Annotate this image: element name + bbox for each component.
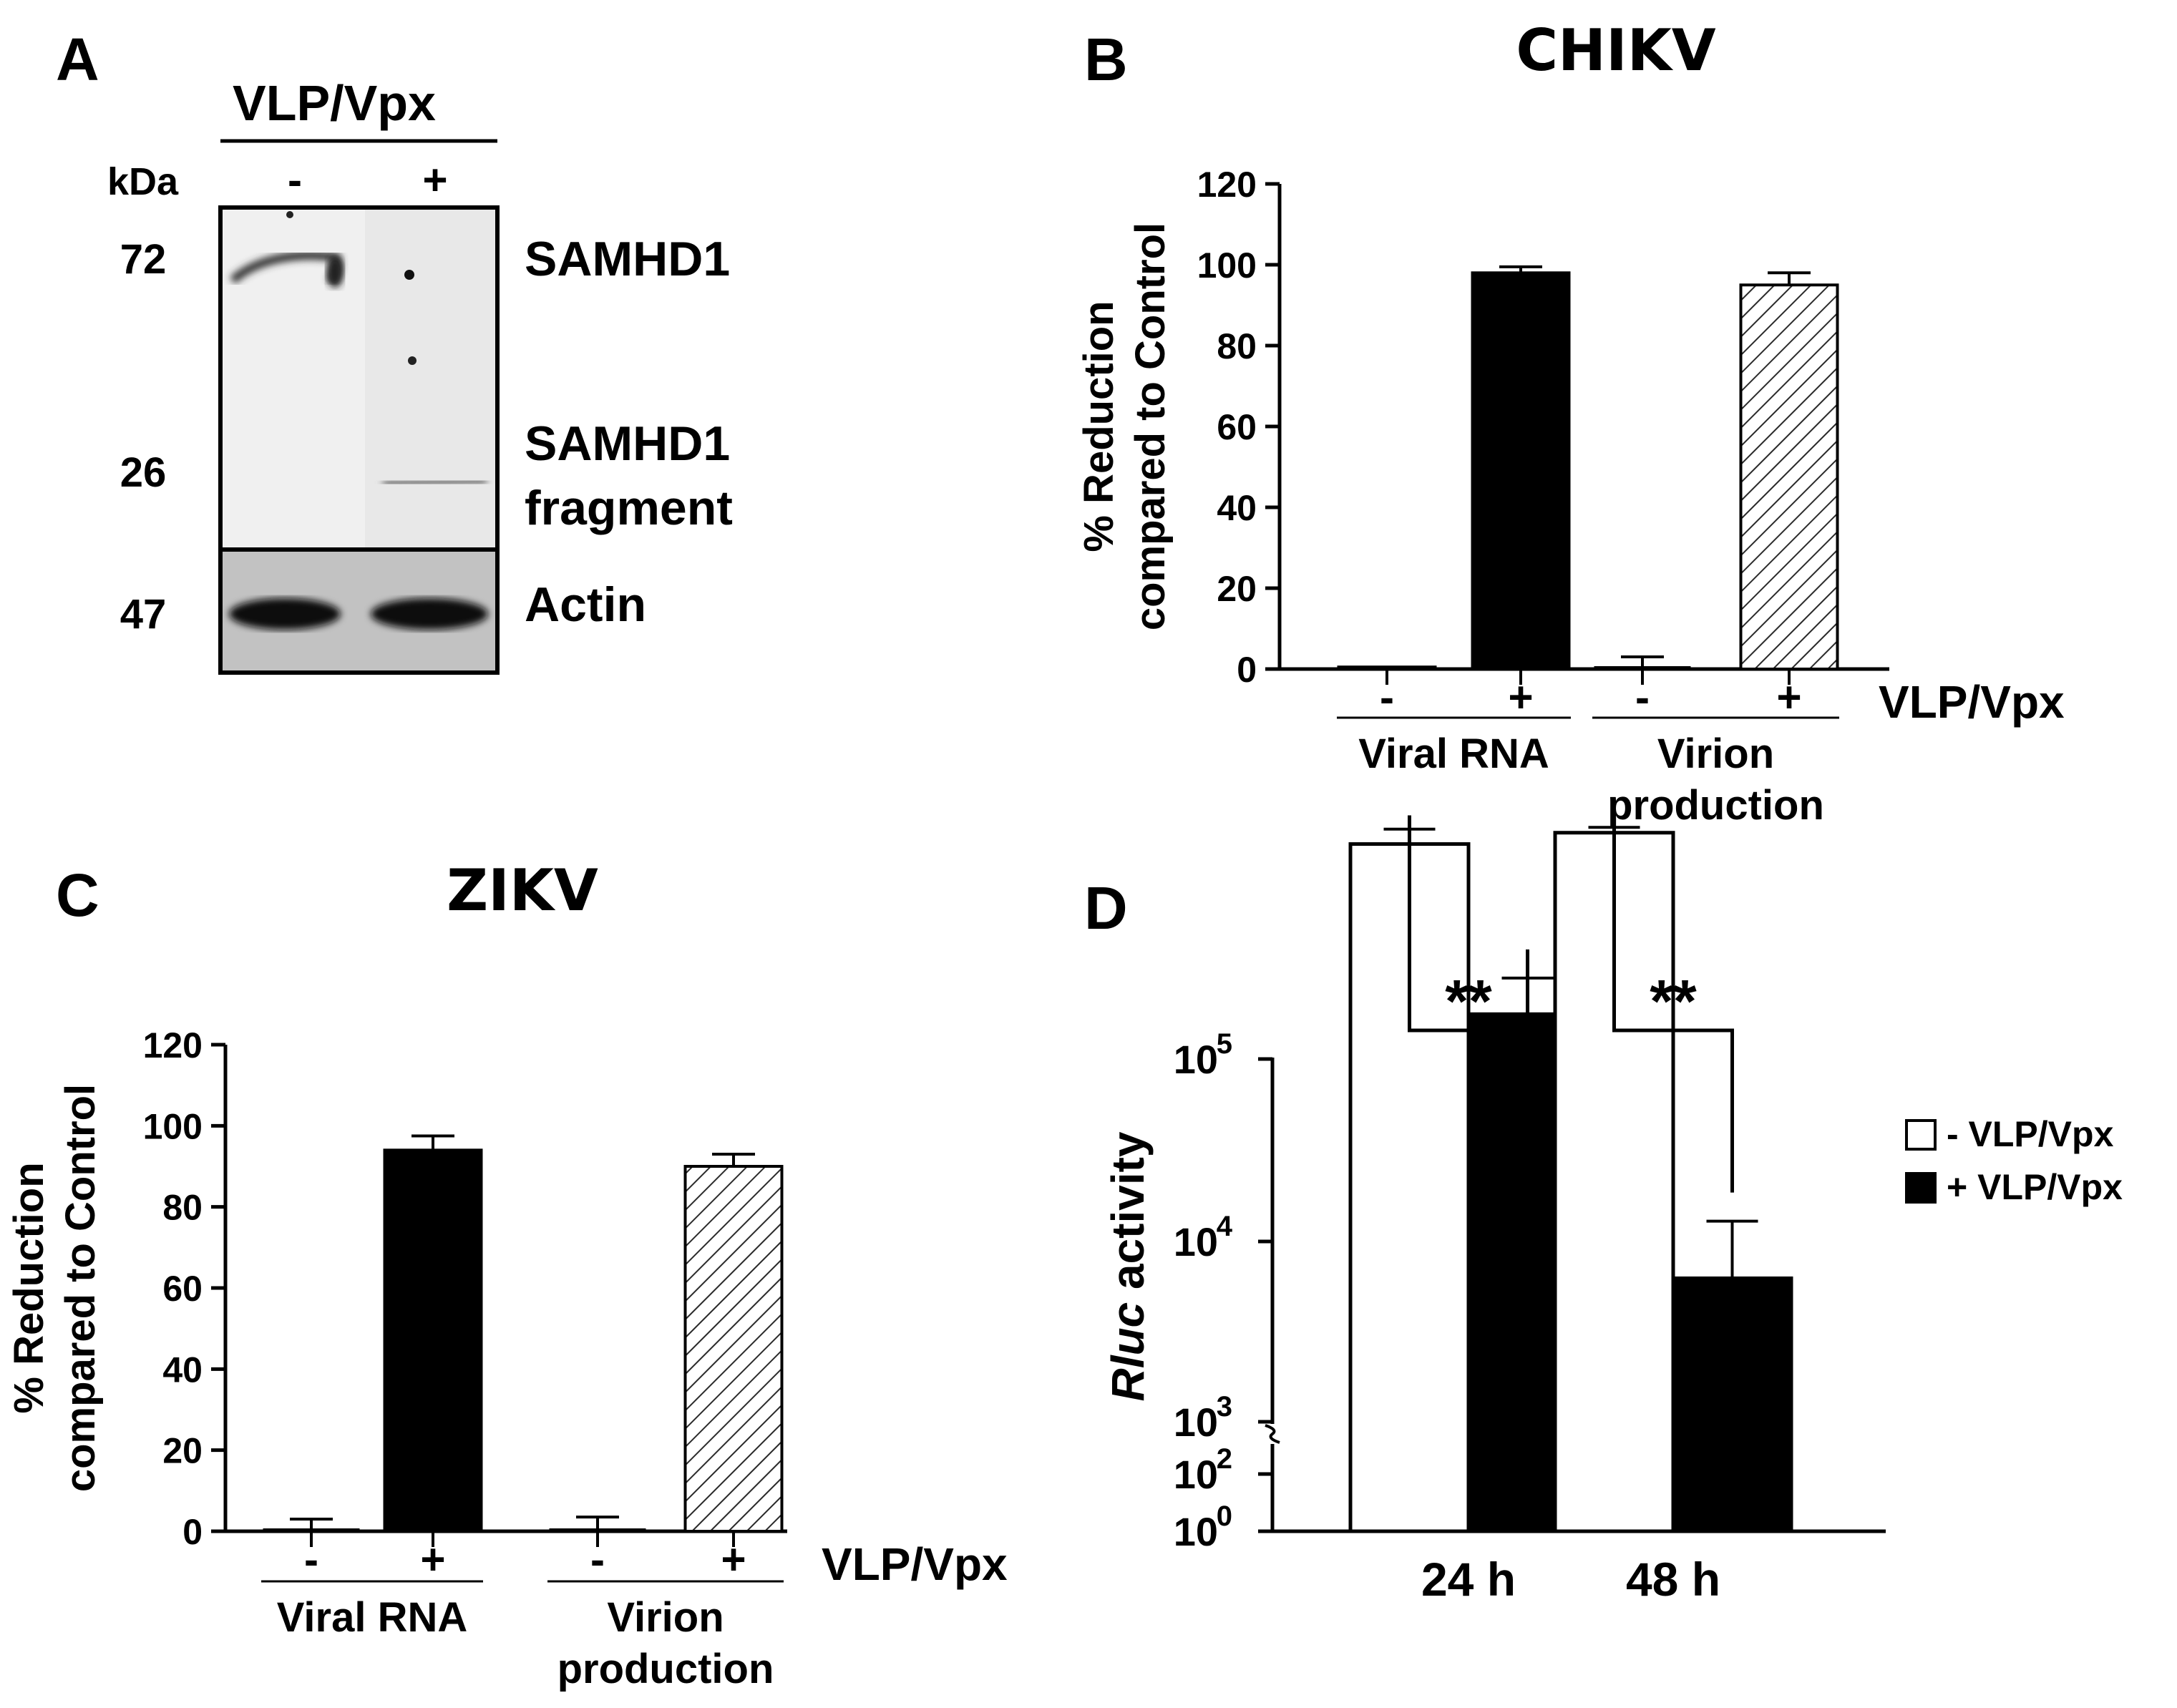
bar <box>1337 665 1437 670</box>
band-label-samhd1-fragment-line2: fragment <box>525 481 733 535</box>
y-tick-label: 120 <box>1197 165 1257 205</box>
y-tick-label: 80 <box>1217 326 1257 366</box>
x-tick-label: - <box>590 1536 605 1583</box>
marker-26: 26 <box>120 449 167 496</box>
band-label-actin: Actin <box>525 577 646 632</box>
y-axis-label: compared to Control <box>57 1084 104 1492</box>
y-tick-label-exponent: 4 <box>1217 1211 1233 1242</box>
y-tick-label: 20 <box>1217 569 1257 609</box>
bar <box>683 1165 784 1533</box>
panel-b-title: CHIKV <box>1516 17 1715 84</box>
x-tick-label: - <box>1635 673 1650 721</box>
blot-speck <box>404 270 414 280</box>
y-tick-label: 120 <box>143 1025 203 1065</box>
band-label-samhd1: SAMHD1 <box>525 232 730 286</box>
treatment-axis-label: VLP/Vpx <box>822 1538 1008 1590</box>
panel-d-letter: D <box>1084 874 1128 942</box>
blot-speck <box>286 211 293 218</box>
x-tick-label: + <box>420 1536 445 1583</box>
y-axis-label: % Reduction <box>6 1162 52 1413</box>
x-tick-label: + <box>721 1536 746 1583</box>
y-tick-label: 60 <box>1217 407 1257 447</box>
x-tick-label: + <box>1508 673 1533 721</box>
kda-label: kDa <box>107 160 179 203</box>
group-label: Virion <box>607 1594 724 1641</box>
actin-band-lane2 <box>371 598 488 630</box>
marker-72: 72 <box>120 236 167 283</box>
y-axis-label: Rluc activity <box>1102 1131 1154 1401</box>
y-tick-label-exponent: 5 <box>1217 1028 1232 1060</box>
treatment-axis-label: VLP/Vpx <box>1879 676 2065 728</box>
marker-47: 47 <box>120 591 167 638</box>
y-tick-label: 80 <box>162 1188 203 1228</box>
y-tick-label-exponent: 0 <box>1217 1500 1232 1532</box>
bar <box>1671 1276 1793 1533</box>
panel-a-letter: A <box>56 26 99 93</box>
x-category-label: 24 h <box>1421 1553 1516 1606</box>
group-label: production <box>1607 782 1824 829</box>
y-tick-label-base: 10 <box>1174 1037 1218 1082</box>
significance-stars: ** <box>1650 967 1697 1035</box>
significance-bracket <box>1612 804 1734 1193</box>
group-label: Viral RNA <box>277 1594 467 1641</box>
bar <box>1471 271 1571 670</box>
y-axis-label-rest: activity <box>1102 1131 1154 1302</box>
panel-b-chart: B CHIKV 0 20 40 60 80 100 120 - + - + Viral RNA Viri… <box>1076 17 2065 829</box>
panel-c-letter: C <box>56 862 99 929</box>
samhd1-band-spot <box>326 256 344 288</box>
bar <box>383 1148 483 1533</box>
x-category-label: 48 h <box>1626 1553 1720 1606</box>
group-label: Virion <box>1657 731 1774 777</box>
legend-swatch <box>1905 1172 1937 1204</box>
y-tick-label-exponent: 3 <box>1217 1391 1232 1422</box>
x-tick-label: - <box>1380 673 1394 721</box>
legend-swatch <box>1905 1119 1937 1151</box>
y-tick-label: 0 <box>182 1512 203 1552</box>
x-tick-label: - <box>304 1536 318 1583</box>
significance-stars: ** <box>1445 967 1492 1035</box>
lane-plus-label: + <box>422 156 447 204</box>
samhd1-fragment-band <box>382 477 487 487</box>
significance-bracket <box>1408 815 1529 1033</box>
y-tick-label: 20 <box>162 1431 203 1471</box>
treatment-label: VLP/Vpx <box>233 75 436 131</box>
band-label-samhd1-fragment-line1: SAMHD1 <box>525 416 730 471</box>
y-axis-label-italic: Rluc <box>1102 1302 1154 1402</box>
axis-break-mark <box>1265 1424 1280 1444</box>
blot-speck <box>408 356 417 365</box>
lane-minus-label: - <box>288 156 302 204</box>
y-tick-label-base: 10 <box>1174 1509 1218 1554</box>
group-label: production <box>557 1646 774 1692</box>
legend-label: - VLP/Vpx <box>1947 1114 2114 1154</box>
y-axis-label: compared to Control <box>1127 223 1174 630</box>
panel-a: A VLP/Vpx kDa - + 72 26 47 SAMHD1 SAMHD1… <box>56 26 733 675</box>
legend-label: + VLP/Vpx <box>1947 1167 2123 1207</box>
y-tick-label: 60 <box>162 1269 203 1309</box>
blot-upper-lane2-shade <box>365 210 495 547</box>
actin-band-lane1 <box>229 598 341 630</box>
group-label: Viral RNA <box>1358 731 1549 777</box>
y-tick-label: 0 <box>1237 650 1257 690</box>
panel-c-title: ZIKV <box>447 857 598 924</box>
y-tick-label: 100 <box>143 1106 203 1146</box>
y-axis-label: % Reduction <box>1076 301 1122 552</box>
y-tick-label-base: 10 <box>1174 1452 1218 1497</box>
y-tick-label-base: 10 <box>1174 1219 1218 1264</box>
y-tick-label: 40 <box>1217 488 1257 528</box>
y-tick-label: 40 <box>162 1350 203 1390</box>
y-tick-label-exponent: 2 <box>1217 1443 1232 1475</box>
y-tick-label-base: 10 <box>1174 1400 1218 1445</box>
bar <box>1739 283 1839 670</box>
panel-c-chart: C ZIKV 0 20 40 60 80 100 120 - + - + Viral RNA Virio… <box>6 857 1008 1692</box>
panel-b-letter: B <box>1084 26 1128 93</box>
y-tick-label: 100 <box>1197 245 1257 286</box>
x-tick-label: + <box>1776 673 1801 721</box>
